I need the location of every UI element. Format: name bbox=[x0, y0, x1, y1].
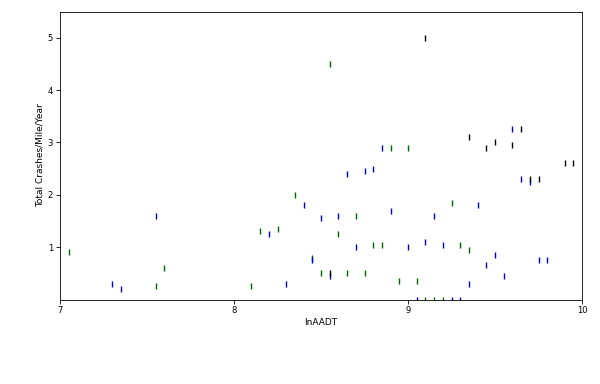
X-axis label: lnAADT: lnAADT bbox=[304, 318, 338, 327]
Y-axis label: Total Crashes/Mile/Year: Total Crashes/Mile/Year bbox=[36, 104, 45, 207]
